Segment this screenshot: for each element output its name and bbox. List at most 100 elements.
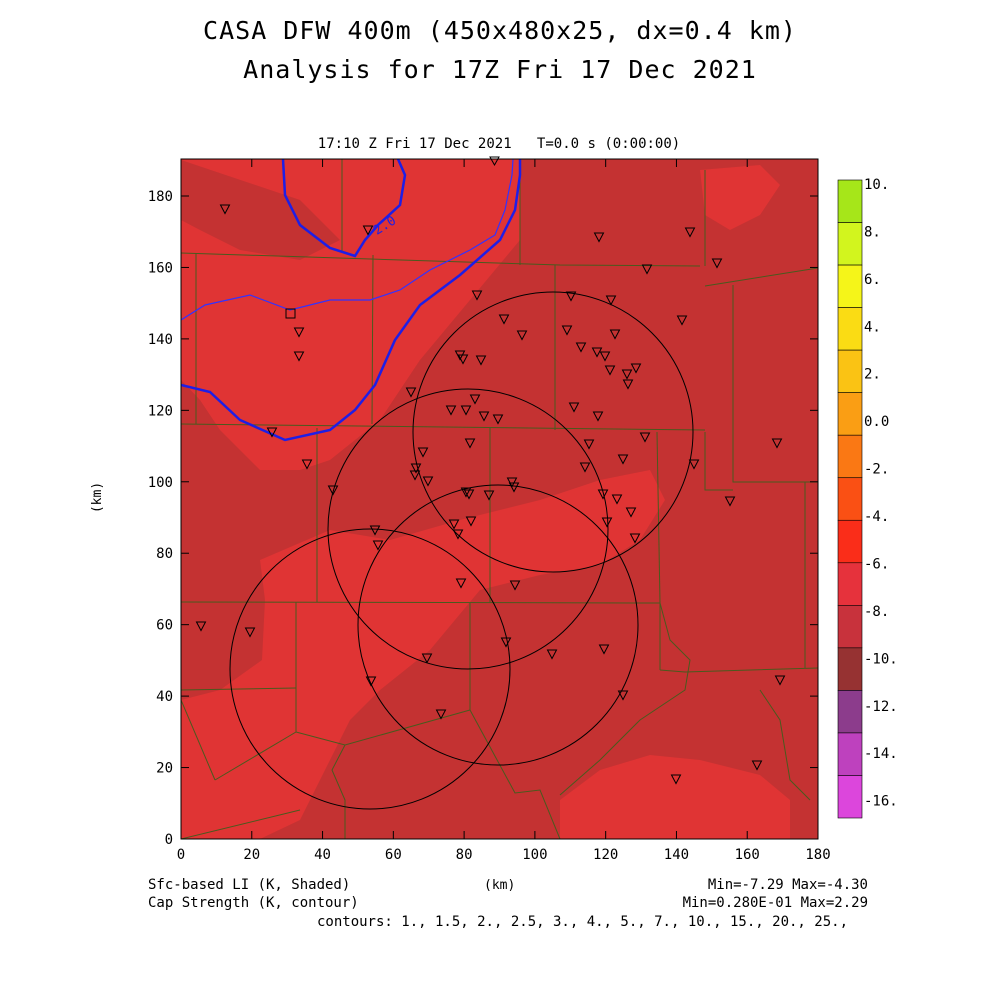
x-tick-label: 0	[177, 847, 185, 863]
station-marker	[195, 621, 207, 632]
station-marker	[641, 264, 653, 275]
colorbar-swatch	[837, 392, 863, 436]
valid-time-label: 17:10 Z Fri 17 Dec 2021 T=0.0 s (0:00:00…	[317, 136, 681, 152]
station-marker	[448, 519, 460, 530]
station-marker	[611, 494, 623, 505]
station-marker	[327, 485, 339, 496]
station-marker	[500, 637, 512, 648]
station-marker	[460, 487, 472, 498]
colorbar-swatch	[837, 307, 863, 351]
colorbar-label: -6.	[864, 556, 889, 572]
station-marker	[293, 327, 305, 338]
surface-stations	[195, 156, 786, 785]
station-marker	[568, 402, 580, 413]
station-marker	[592, 411, 604, 422]
station-marker	[617, 454, 629, 465]
station-marker	[405, 387, 417, 398]
y-tick-label: 0	[165, 832, 173, 848]
x-tick-label: 80	[456, 847, 473, 863]
colorbar-swatch	[837, 264, 863, 308]
colorbar-label: -8.	[864, 604, 889, 620]
li-shaded-field	[181, 159, 818, 839]
station-marker	[591, 347, 603, 358]
chart-title: CASA DFW 400m (450x480x25, dx=0.4 km)	[203, 16, 797, 45]
colorbar-swatch	[837, 349, 863, 393]
station-marker	[774, 675, 786, 686]
colorbar-swatch	[837, 434, 863, 479]
county-boundaries	[181, 159, 818, 839]
station-marker	[460, 405, 472, 416]
station-marker	[417, 447, 429, 458]
station-marker	[771, 438, 783, 449]
shaded-field-label: Sfc-based LI (K, Shaded)	[148, 877, 351, 893]
y-tick-label: 140	[148, 332, 173, 348]
colorbar-swatch	[837, 775, 863, 819]
station-marker	[597, 489, 609, 500]
colorbar-label: 6.	[864, 272, 881, 288]
station-marker	[293, 351, 305, 362]
station-marker	[508, 482, 520, 493]
station-marker	[561, 325, 573, 336]
station-marker	[475, 355, 487, 366]
station-marker	[455, 578, 467, 589]
station-marker	[421, 653, 433, 664]
radar-site-marker	[285, 308, 296, 319]
colorbar-swatch	[837, 732, 863, 776]
station-marker	[684, 227, 696, 238]
x-tick-label: 140	[664, 847, 689, 863]
station-marker	[583, 439, 595, 450]
station-marker	[506, 477, 518, 488]
axis-ticks: 0 20 40 60 80 100 120 140 160 180 0 20 40 60 80 100 120 1…	[148, 159, 831, 863]
colorbar-label: 4.	[864, 319, 881, 335]
colorbar-label: -14.	[864, 746, 898, 762]
y-tick-label: 60	[156, 618, 173, 634]
station-marker	[266, 427, 278, 438]
y-tick-label: 180	[148, 189, 173, 205]
station-marker	[565, 291, 577, 302]
colorbar-swatch	[837, 222, 863, 266]
station-marker	[711, 258, 723, 269]
station-marker	[219, 204, 231, 215]
station-marker	[301, 459, 313, 470]
station-marker	[604, 365, 616, 376]
station-marker	[621, 369, 633, 380]
station-marker	[639, 432, 651, 443]
station-marker	[452, 529, 464, 540]
map-frame	[180, 158, 819, 840]
colorbar-label: -2.	[864, 462, 889, 478]
colorbar: 10. 8. 6. 4. 2. 0.0 -2. -4. -6. -8. -10. -12. -14. -1…	[837, 177, 898, 819]
station-marker	[599, 351, 611, 362]
station-marker	[244, 627, 256, 638]
station-marker	[625, 507, 637, 518]
x-tick-label: 160	[735, 847, 760, 863]
shaded-minmax: Min=-7.29 Max=-4.30	[707, 877, 868, 893]
colorbar-swatch	[837, 690, 863, 734]
colorbar-label: 8.	[864, 224, 881, 240]
station-marker	[492, 414, 504, 425]
contour-field-label: Cap Strength (K, contour)	[148, 895, 359, 911]
station-marker	[601, 517, 613, 528]
station-marker	[489, 156, 500, 167]
colorbar-label: -4.	[864, 509, 889, 525]
x-tick-label: 40	[314, 847, 331, 863]
x-axis-label: (km)	[484, 878, 516, 893]
y-tick-label: 160	[148, 260, 173, 276]
station-marker	[724, 496, 736, 507]
colorbar-label: -12.	[864, 699, 898, 715]
colorbar-swatch	[837, 605, 863, 649]
station-marker	[579, 462, 591, 473]
y-tick-label: 40	[156, 689, 173, 705]
y-tick-label: 100	[148, 475, 173, 491]
colorbar-swatch	[837, 477, 863, 521]
colorbar-swatch	[837, 519, 863, 564]
x-tick-label: 180	[805, 847, 830, 863]
station-marker	[498, 314, 510, 325]
station-marker	[605, 295, 617, 306]
station-marker	[598, 644, 610, 655]
chart-subtitle-time: Analysis for 17Z Fri 17 Dec 2021	[243, 55, 757, 84]
colorbar-label: -10.	[864, 651, 898, 667]
station-marker	[409, 470, 421, 481]
station-marker	[463, 489, 475, 500]
radar-range-rings	[229, 291, 694, 810]
